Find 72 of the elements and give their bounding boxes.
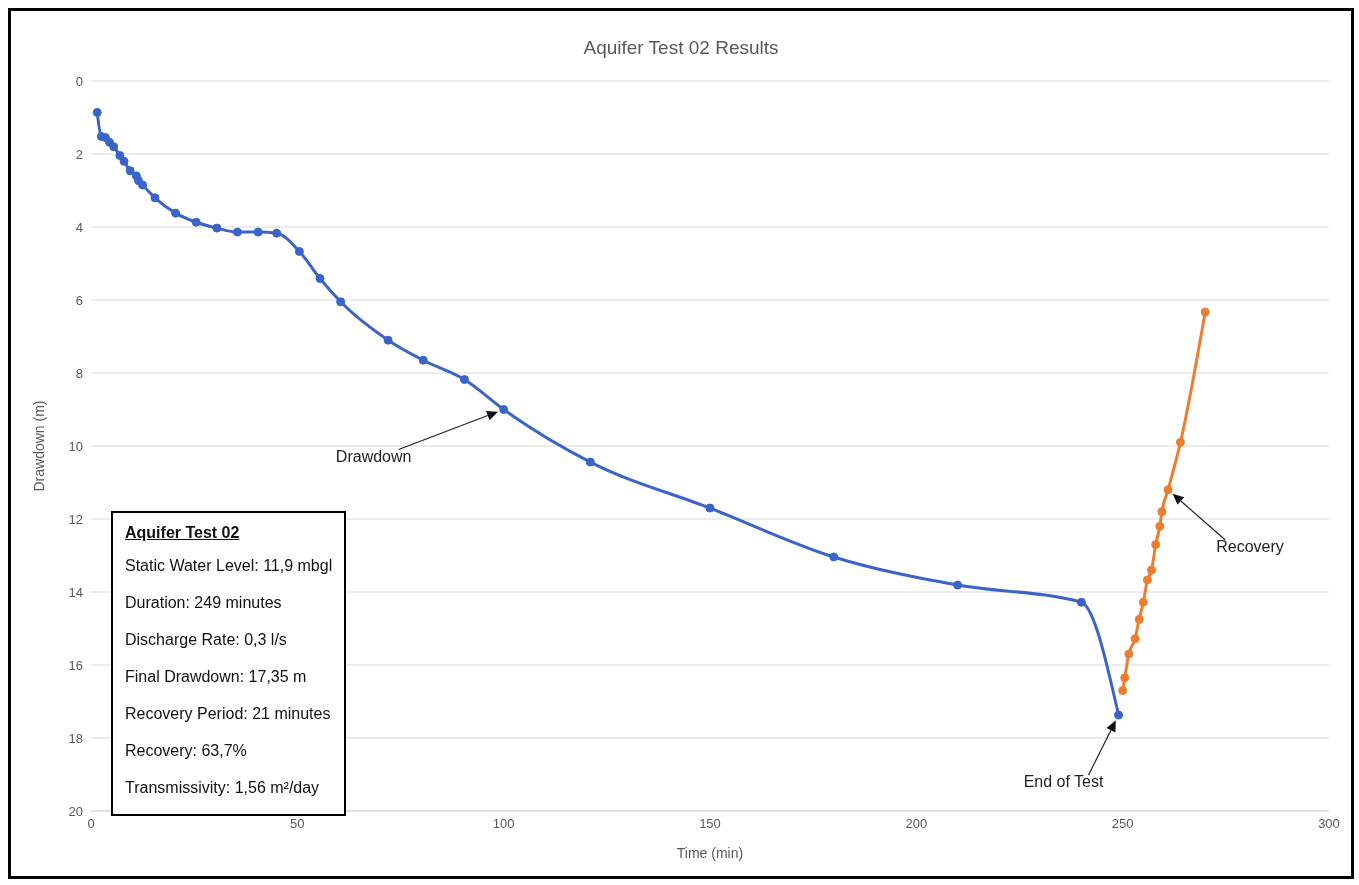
y-tick-label: 8: [75, 365, 83, 381]
y-tick-label: 14: [68, 584, 83, 600]
point: [272, 228, 282, 238]
point: [1147, 565, 1157, 575]
x-tick-label: 100: [492, 816, 515, 832]
point: [119, 156, 129, 166]
point: [1157, 507, 1167, 517]
y-tick-label: 10: [68, 438, 83, 454]
annotation: Recovery: [1216, 537, 1284, 555]
x-tick-label: 250: [1111, 816, 1134, 832]
x-tick-label: 200: [905, 816, 928, 832]
point: [383, 335, 393, 345]
point: [191, 217, 201, 227]
point: [1118, 686, 1128, 696]
point: [315, 273, 325, 283]
point: [418, 355, 428, 365]
point: [109, 142, 119, 152]
y-tick-label: 0: [75, 73, 83, 89]
point: [294, 246, 304, 256]
x-tick-label: 300: [1318, 816, 1340, 832]
x-axis-title: Time (min): [676, 845, 744, 861]
point: [585, 457, 595, 467]
point: [336, 297, 346, 307]
point: [459, 375, 469, 385]
point: [1151, 540, 1161, 550]
point: [1163, 485, 1173, 495]
x-tick-label: 150: [699, 816, 721, 832]
point: [1124, 649, 1134, 659]
annotation: End of Test: [1023, 773, 1104, 791]
y-tick-label: 16: [68, 657, 83, 673]
annotation: Final Drawdown: 17,35 m: [125, 667, 308, 687]
point: [1076, 597, 1086, 607]
annotation: Recovery Period: 21 minutes: [125, 704, 332, 724]
annotation: Discharge Rate: 0,3 l/s: [125, 630, 288, 650]
y-tick-label: 6: [75, 292, 83, 308]
point: [233, 227, 242, 237]
point: [1142, 575, 1152, 585]
point: [171, 208, 181, 218]
annotation: Aquifer Test 02: [125, 523, 241, 543]
point: [499, 405, 509, 414]
y-axis-title: Drawdown (m): [30, 400, 47, 492]
point: [705, 503, 715, 513]
point: [1114, 710, 1124, 720]
y-tick-label: 12: [68, 511, 83, 527]
point: [829, 552, 839, 562]
y-tick-label: 2: [75, 146, 83, 162]
annotation: Duration: 249 minutes: [125, 593, 283, 613]
y-tick-label: 20: [68, 803, 83, 819]
point: [125, 166, 135, 176]
annotation: Static Water Level: 11,9 mbgl: [125, 556, 333, 576]
point: [1155, 521, 1165, 531]
point: [1200, 307, 1210, 317]
x-tick-label: 0: [87, 816, 95, 832]
point: [150, 193, 160, 203]
y-tick-label: 4: [75, 219, 83, 235]
annotation: Recovery: 63,7%: [125, 741, 248, 761]
point: [253, 227, 263, 237]
point: [1130, 634, 1140, 644]
point: [1175, 437, 1185, 447]
chart-title: Aquifer Test 02 Results: [582, 37, 780, 59]
point: [1138, 597, 1148, 607]
annotation: Drawdown: [335, 447, 412, 465]
point: [212, 223, 222, 233]
point: [115, 150, 125, 160]
annotation: Transmissivity: 1,56 m²/day: [125, 778, 321, 798]
x-tick-label: 50: [290, 816, 305, 832]
y-tick-label: 18: [68, 730, 83, 746]
point: [1134, 614, 1144, 624]
point: [92, 107, 102, 117]
point: [138, 180, 148, 190]
point: [953, 580, 963, 590]
point: [1120, 673, 1130, 683]
